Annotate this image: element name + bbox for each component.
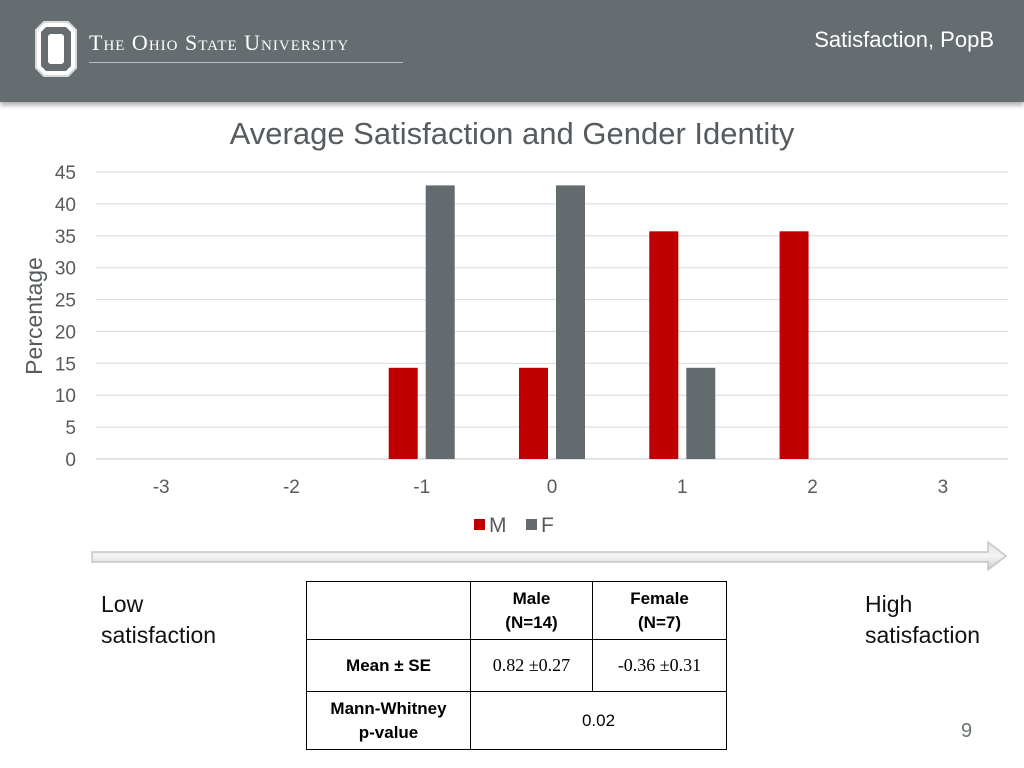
table-corner-cell [306,581,471,640]
bar-m-1 [649,231,679,459]
low-satisfaction-label: Low satisfaction [101,589,216,651]
male-column-header: Male (N=14) [470,581,593,640]
male-header-label: Male [512,588,551,608]
x-tick-label: -1 [413,477,430,498]
x-tick-label: 3 [938,477,949,498]
female-mean-value: -0.36 ±0.31 [592,639,727,692]
header-bar: The Ohio State University Satisfaction, … [0,0,1024,102]
mean-se-label: Mean ± SE [306,639,471,692]
y-tick-label: 30 [55,259,76,280]
y-tick-label: 0 [65,450,76,471]
x-tick-label: 0 [547,477,558,498]
high-label-line-1: High [865,591,913,617]
block-o-logo-icon [35,21,77,77]
y-tick-label: 15 [55,354,76,375]
page-number: 9 [961,720,973,742]
y-tick-label: 25 [55,291,76,312]
x-axis-ticks: -3 -2 -1 0 1 2 3 [153,477,948,498]
stats-table: Male (N=14) Female (N=7) Mean ± SE 0.82 … [306,581,727,750]
mann-whitney-label: Mann-Whitney p-value [306,691,471,750]
high-satisfaction-label: High satisfaction [865,589,980,651]
satisfaction-scale-arrow [91,540,1008,572]
legend-swatch-f [526,519,537,530]
low-label-line-1: Low [101,591,144,617]
legend-swatch-m [474,519,485,530]
bars [388,185,809,460]
high-label-line-2: satisfaction [865,622,981,648]
bar-chart: Average Satisfaction and Gender Identity… [21,116,1008,537]
bar-m-2 [779,231,809,459]
y-tick-label: 5 [65,418,76,439]
female-header-label: Female [630,588,689,608]
legend-label-f: F [541,514,554,537]
legend-label-m: M [489,514,507,537]
female-header-count: (N=7) [638,612,681,632]
mann-whitney-p-value: 0.02 [470,691,727,750]
y-axis-ticks: 0 5 10 15 20 25 30 35 40 45 [55,163,76,471]
brand-divider [89,62,403,63]
x-tick-label: -3 [153,477,170,498]
bar-f-1 [686,367,716,459]
x-tick-label: 1 [677,477,688,498]
chart-title: Average Satisfaction and Gender Identity [230,116,795,151]
bar-f--1 [425,185,455,460]
male-header-count: (N=14) [505,612,558,632]
female-column-header: Female (N=7) [592,581,727,640]
bar-m--1 [388,367,418,459]
table-header-row: Male (N=14) Female (N=7) [306,581,727,640]
y-tick-label: 45 [55,163,76,184]
y-axis-title: Percentage [21,257,47,375]
y-tick-label: 20 [55,322,76,343]
y-tick-label: 40 [55,195,76,216]
mw-label-line-1: Mann-Whitney [330,698,447,718]
x-tick-label: 2 [807,477,818,498]
bar-m-0 [519,367,548,459]
male-mean-value: 0.82 ±0.27 [470,639,593,692]
table-row-mann-whitney: Mann-Whitney p-value 0.02 [306,691,727,750]
table-row-mean: Mean ± SE 0.82 ±0.27 -0.36 ±0.31 [306,639,727,692]
y-tick-label: 10 [55,386,76,407]
low-label-line-2: satisfaction [101,622,217,648]
mw-label-line-2: p-value [358,722,419,742]
slide-section-label: Satisfaction, PopB [814,27,994,52]
gridlines [96,171,1008,460]
y-tick-label: 35 [55,227,76,248]
university-name: The Ohio State University [89,30,350,55]
x-tick-label: -2 [283,477,300,498]
bar-f-0 [556,185,585,460]
